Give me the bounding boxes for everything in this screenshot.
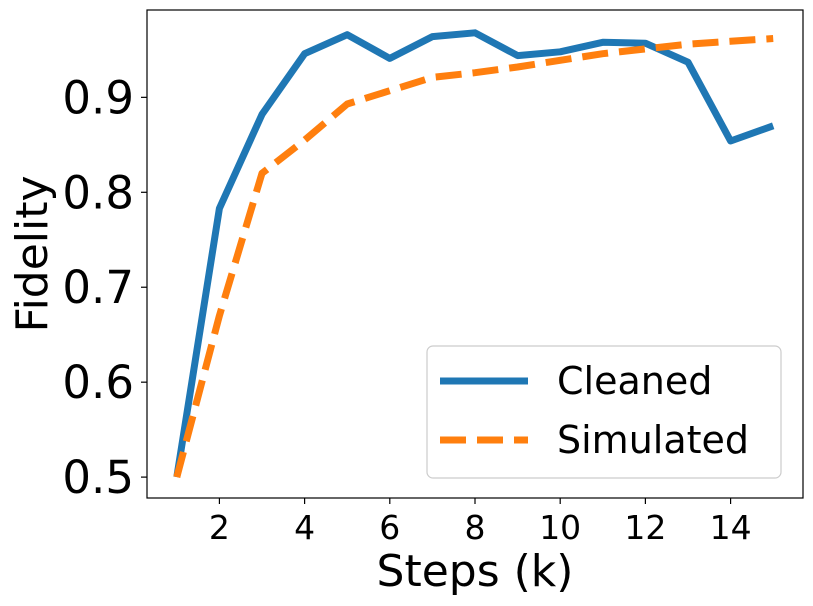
x-tick-label: 14 (710, 508, 752, 547)
y-tick-label: 0.8 (62, 166, 134, 219)
legend-label-simulated: Simulated (557, 418, 749, 462)
x-axis-label: Steps (k) (377, 546, 574, 597)
y-tick-label: 0.7 (62, 261, 134, 314)
x-tick-label: 8 (465, 508, 486, 547)
x-tick-label: 6 (379, 508, 400, 547)
x-tick-label: 12 (624, 508, 666, 547)
legend: Cleaned Simulated (426, 345, 782, 479)
legend-label-cleaned: Cleaned (557, 359, 712, 403)
axis-ticks: 2 4 6 8 10 12 14 0.5 0.6 0.7 0.8 0.9 (62, 71, 751, 547)
series-line-cleaned (173, 29, 775, 478)
y-tick-label: 0.6 (62, 356, 134, 409)
x-tick-label: 2 (209, 508, 230, 547)
y-axis-label: Fidelity (7, 175, 58, 332)
series-line-simulated (173, 35, 774, 478)
x-tick-label: 10 (539, 508, 581, 547)
plot-area (173, 29, 775, 478)
x-tick-label: 4 (294, 508, 315, 547)
y-tick-label: 0.9 (62, 71, 134, 124)
y-tick-label: 0.5 (62, 451, 134, 504)
